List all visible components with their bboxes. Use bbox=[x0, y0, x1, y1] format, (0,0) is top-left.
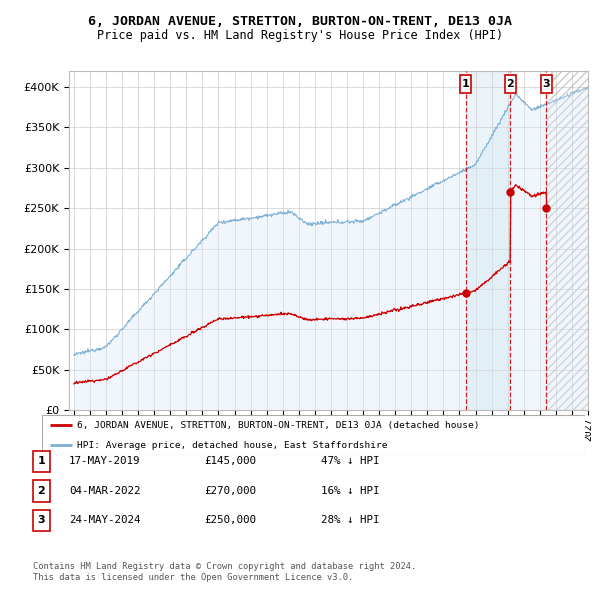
Text: 2: 2 bbox=[38, 486, 45, 496]
Text: 47% ↓ HPI: 47% ↓ HPI bbox=[321, 457, 380, 466]
Text: HPI: Average price, detached house, East Staffordshire: HPI: Average price, detached house, East… bbox=[77, 441, 388, 450]
Text: 6, JORDAN AVENUE, STRETTON, BURTON-ON-TRENT, DE13 0JA: 6, JORDAN AVENUE, STRETTON, BURTON-ON-TR… bbox=[88, 15, 512, 28]
FancyBboxPatch shape bbox=[541, 75, 552, 93]
Text: 04-MAR-2022: 04-MAR-2022 bbox=[69, 486, 140, 496]
Text: Price paid vs. HM Land Registry's House Price Index (HPI): Price paid vs. HM Land Registry's House … bbox=[97, 29, 503, 42]
Bar bbox=[546, 71, 596, 410]
Text: 3: 3 bbox=[38, 516, 45, 525]
Text: £145,000: £145,000 bbox=[204, 457, 256, 466]
Text: £250,000: £250,000 bbox=[204, 516, 256, 525]
Text: 6, JORDAN AVENUE, STRETTON, BURTON-ON-TRENT, DE13 0JA (detached house): 6, JORDAN AVENUE, STRETTON, BURTON-ON-TR… bbox=[77, 421, 480, 430]
Text: This data is licensed under the Open Government Licence v3.0.: This data is licensed under the Open Gov… bbox=[33, 572, 353, 582]
Text: 3: 3 bbox=[542, 78, 550, 88]
FancyBboxPatch shape bbox=[460, 75, 471, 93]
Bar bbox=[466, 71, 511, 410]
Bar bbox=[546, 71, 596, 410]
Text: 28% ↓ HPI: 28% ↓ HPI bbox=[321, 516, 380, 525]
FancyBboxPatch shape bbox=[505, 75, 516, 93]
Text: 2: 2 bbox=[506, 78, 514, 88]
Text: 17-MAY-2019: 17-MAY-2019 bbox=[69, 457, 140, 466]
Text: Contains HM Land Registry data © Crown copyright and database right 2024.: Contains HM Land Registry data © Crown c… bbox=[33, 562, 416, 571]
Text: 24-MAY-2024: 24-MAY-2024 bbox=[69, 516, 140, 525]
Text: 1: 1 bbox=[38, 457, 45, 466]
Text: 1: 1 bbox=[461, 78, 469, 88]
Text: 16% ↓ HPI: 16% ↓ HPI bbox=[321, 486, 380, 496]
Text: £270,000: £270,000 bbox=[204, 486, 256, 496]
